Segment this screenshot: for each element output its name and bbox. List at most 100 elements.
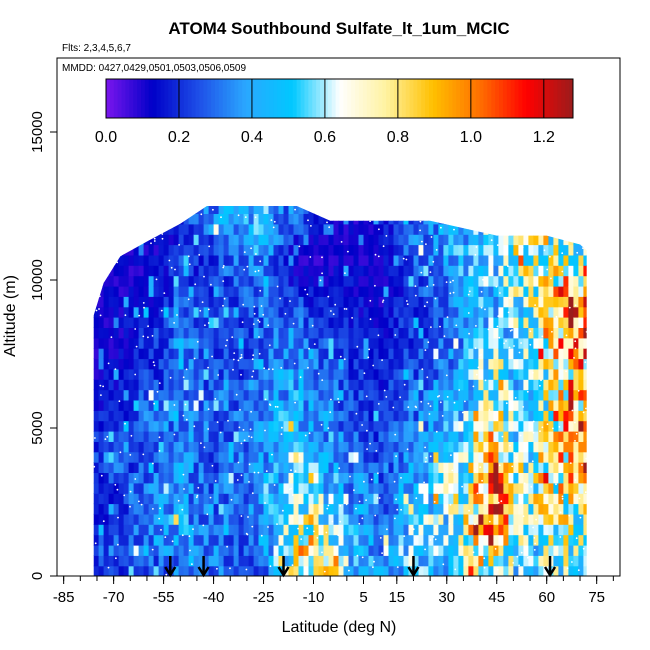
heatmap-cell	[468, 410, 474, 422]
heatmap-cell	[358, 493, 365, 505]
heatmap-cell	[188, 358, 195, 370]
heatmap-cell	[413, 524, 420, 536]
heatmap-cell	[383, 503, 390, 515]
heatmap-cell	[463, 223, 469, 235]
heatmap-cell	[308, 296, 315, 308]
track-dot	[507, 234, 510, 236]
heatmap-cell	[478, 275, 484, 287]
heatmap-cell	[243, 431, 250, 442]
heatmap-cell	[523, 493, 529, 505]
heatmap-cell	[183, 275, 190, 287]
heatmap-cell	[543, 223, 549, 235]
heatmap-cell	[483, 451, 489, 463]
colorbar-segment	[327, 79, 333, 118]
track-dot	[258, 352, 261, 355]
heatmap-cell	[483, 524, 489, 536]
heatmap-cell	[203, 462, 210, 473]
heatmap-cell	[233, 317, 240, 328]
heatmap-cell	[508, 462, 514, 473]
heatmap-cell	[523, 327, 529, 339]
colorbar-segment	[366, 79, 372, 118]
track-dot	[386, 528, 388, 531]
heatmap-cell	[418, 399, 425, 411]
track-dot	[298, 454, 301, 457]
heatmap-cell	[113, 462, 120, 473]
heatmap-cell	[418, 524, 425, 536]
heatmap-cell	[133, 285, 140, 297]
heatmap-cell	[558, 223, 564, 235]
heatmap-cell	[443, 462, 449, 473]
heatmap-cell	[143, 493, 150, 505]
heatmap-cell	[403, 379, 410, 391]
heatmap-cell	[353, 555, 360, 567]
heatmap-cell	[528, 306, 534, 318]
heatmap-cell	[218, 327, 225, 339]
heatmap-cell	[148, 206, 155, 214]
heatmap-cell	[123, 482, 130, 494]
heatmap-cell	[338, 565, 345, 576]
heatmap-cell	[568, 379, 574, 391]
heatmap-cell	[203, 420, 210, 432]
heatmap-cell	[313, 285, 320, 297]
heatmap-cell	[118, 420, 125, 432]
heatmap-cell	[388, 399, 395, 411]
heatmap-cell	[503, 358, 509, 370]
heatmap-cell	[343, 482, 350, 494]
heatmap-cell	[298, 254, 305, 266]
heatmap-cell	[313, 265, 320, 277]
heatmap-cell	[253, 472, 260, 484]
heatmap-cell	[298, 493, 305, 505]
heatmap-cell	[348, 555, 355, 567]
heatmap-cell	[423, 482, 429, 494]
heatmap-cell	[383, 223, 390, 235]
heatmap-cell	[303, 317, 310, 328]
heatmap-cell	[413, 544, 420, 556]
heatmap-cell	[553, 275, 559, 287]
heatmap-cell	[178, 213, 185, 225]
heatmap-cell	[353, 534, 360, 546]
heatmap-cell	[483, 285, 489, 297]
heatmap-cell	[533, 524, 539, 536]
heatmap-cell	[403, 431, 410, 442]
heatmap-cell	[493, 524, 499, 536]
heatmap-cell	[488, 441, 494, 453]
track-dot	[582, 547, 585, 550]
heatmap-cell	[198, 462, 205, 473]
heatmap-cell	[458, 482, 464, 494]
heatmap-cell	[123, 544, 130, 556]
heatmap-cell	[573, 296, 579, 308]
heatmap-cell	[468, 223, 474, 235]
heatmap-cell	[498, 472, 504, 484]
heatmap-cell	[328, 503, 335, 515]
track-dot	[268, 403, 271, 406]
heatmap-cell	[473, 482, 479, 494]
heatmap-cell	[133, 244, 140, 256]
heatmap-cell	[473, 358, 479, 370]
track-dot	[439, 325, 441, 328]
heatmap-cell	[578, 234, 584, 246]
heatmap-cell	[578, 410, 584, 422]
heatmap-cell	[528, 368, 534, 380]
heatmap-cell	[378, 472, 385, 484]
heatmap-cell	[143, 358, 150, 370]
heatmap-cell	[148, 348, 155, 360]
heatmap-cell	[168, 410, 175, 422]
heatmap-cell	[103, 327, 110, 339]
track-dot	[155, 278, 158, 281]
heatmap-cell	[143, 462, 150, 473]
heatmap-cell	[268, 493, 275, 505]
track-dot	[532, 431, 535, 434]
heatmap-cell	[143, 234, 150, 246]
track-dot	[152, 508, 154, 510]
heatmap-cell	[248, 420, 255, 432]
heatmap-cell	[528, 234, 534, 246]
heatmap-cell	[403, 451, 410, 463]
heatmap-cell	[503, 379, 509, 391]
heatmap-cell	[268, 206, 275, 214]
heatmap-cell	[338, 462, 345, 473]
heatmap-cell	[503, 285, 509, 297]
heatmap-cell	[448, 244, 454, 256]
heatmap-cell	[583, 524, 587, 536]
heatmap-cell	[488, 285, 494, 297]
heatmap-cell	[318, 565, 325, 576]
